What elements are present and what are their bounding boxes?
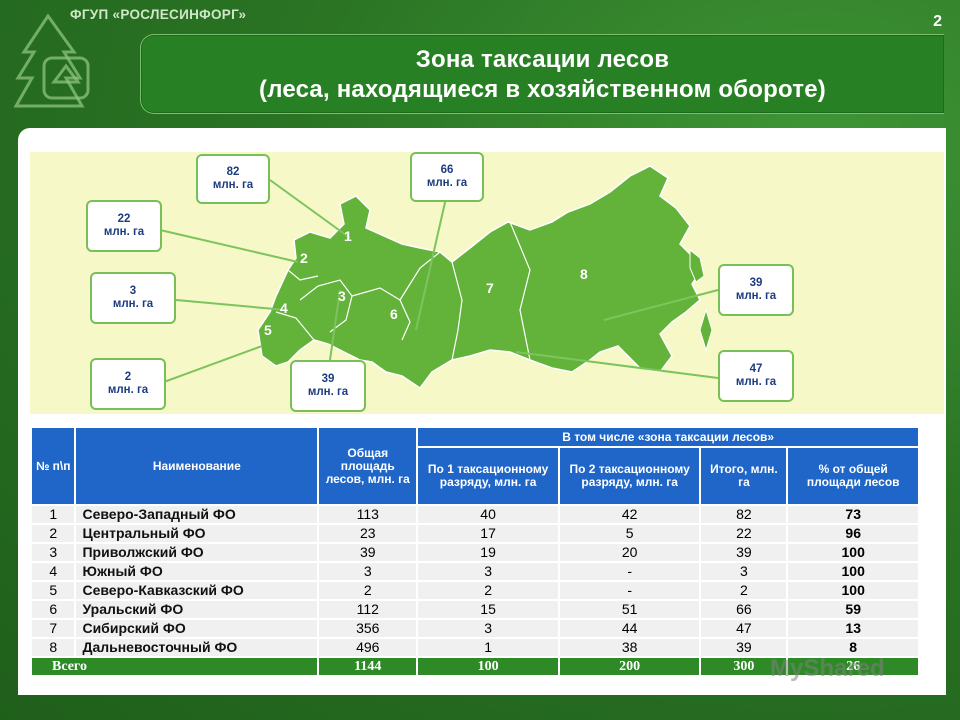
region-number-4: 4 xyxy=(280,300,288,316)
region-number-8: 8 xyxy=(580,266,588,282)
callout-siberia: 47 млн. га xyxy=(718,350,794,402)
col-header-group: В том числе «зона таксации лесов» xyxy=(418,428,918,446)
watermark: MyShared xyxy=(770,655,885,682)
region-number-2: 2 xyxy=(300,250,308,266)
roslesinforg-logo-icon xyxy=(14,13,90,108)
col-header-name: Наименование xyxy=(76,428,318,504)
callout-volga: 39 млн. га xyxy=(290,360,366,412)
table-row: 4 Южный ФО 3 3 - 3 100 xyxy=(32,563,918,580)
table-row: 1 Северо-Западный ФО 113 40 42 82 73 xyxy=(32,506,918,523)
col-header-pct: % от общей площади лесов xyxy=(788,448,918,504)
table-row: 8 Дальневосточный ФО 496 1 38 39 8 xyxy=(32,639,918,656)
callout-ural: 66 млн. га xyxy=(410,152,484,202)
organization-name: ФГУП «РОСЛЕСИНФОРГ» xyxy=(70,7,247,22)
forest-zone-table: № п\п Наименование Общая площадь лесов, … xyxy=(30,426,920,677)
table-row: 5 Северо-Кавказский ФО 2 2 - 2 100 xyxy=(32,582,918,599)
russia-map-shape xyxy=(257,165,701,390)
callout-central: 22 млн. га xyxy=(86,200,162,252)
col-header-cat2: По 2 таксационному разряду, млн. га xyxy=(559,448,700,504)
callout-south: 3 млн. га xyxy=(90,272,176,324)
slide-title: Зона таксации лесов (леса, находящиеся в… xyxy=(141,45,944,105)
region-number-7: 7 xyxy=(486,280,494,296)
region-number-1: 1 xyxy=(344,228,352,244)
callout-nw: 82 млн. га xyxy=(196,154,270,204)
table-row: 2 Центральный ФО 23 17 5 22 96 xyxy=(32,525,918,542)
col-header-num: № п\п xyxy=(32,428,75,504)
region-number-3: 3 xyxy=(338,288,346,304)
callout-far-east: 39 млн. га xyxy=(718,264,794,316)
table-total-row: Всего 1144 100 200 300 26 xyxy=(32,658,918,675)
col-header-sum: Итого, млн. га xyxy=(701,448,787,504)
title-line-2: (леса, находящиеся в хозяйственном оборо… xyxy=(259,76,826,103)
title-banner: Зона таксации лесов (леса, находящиеся в… xyxy=(140,34,944,114)
page-number: 2 xyxy=(933,13,942,30)
col-header-cat1: По 1 таксационному разряду, млн. га xyxy=(418,448,558,504)
table-row: 7 Сибирский ФО 356 3 44 47 13 xyxy=(32,620,918,637)
title-line-1: Зона таксации лесов xyxy=(415,46,670,73)
callout-north-caucasus: 2 млн. га xyxy=(90,358,166,410)
table-row: 6 Уральский ФО 112 15 51 66 59 xyxy=(32,601,918,618)
col-header-total-area: Общая площадь лесов, млн. га xyxy=(319,428,417,504)
region-number-6: 6 xyxy=(390,306,398,322)
table-row: 3 Приволжский ФО 39 19 20 39 100 xyxy=(32,544,918,561)
region-number-5: 5 xyxy=(264,322,272,338)
